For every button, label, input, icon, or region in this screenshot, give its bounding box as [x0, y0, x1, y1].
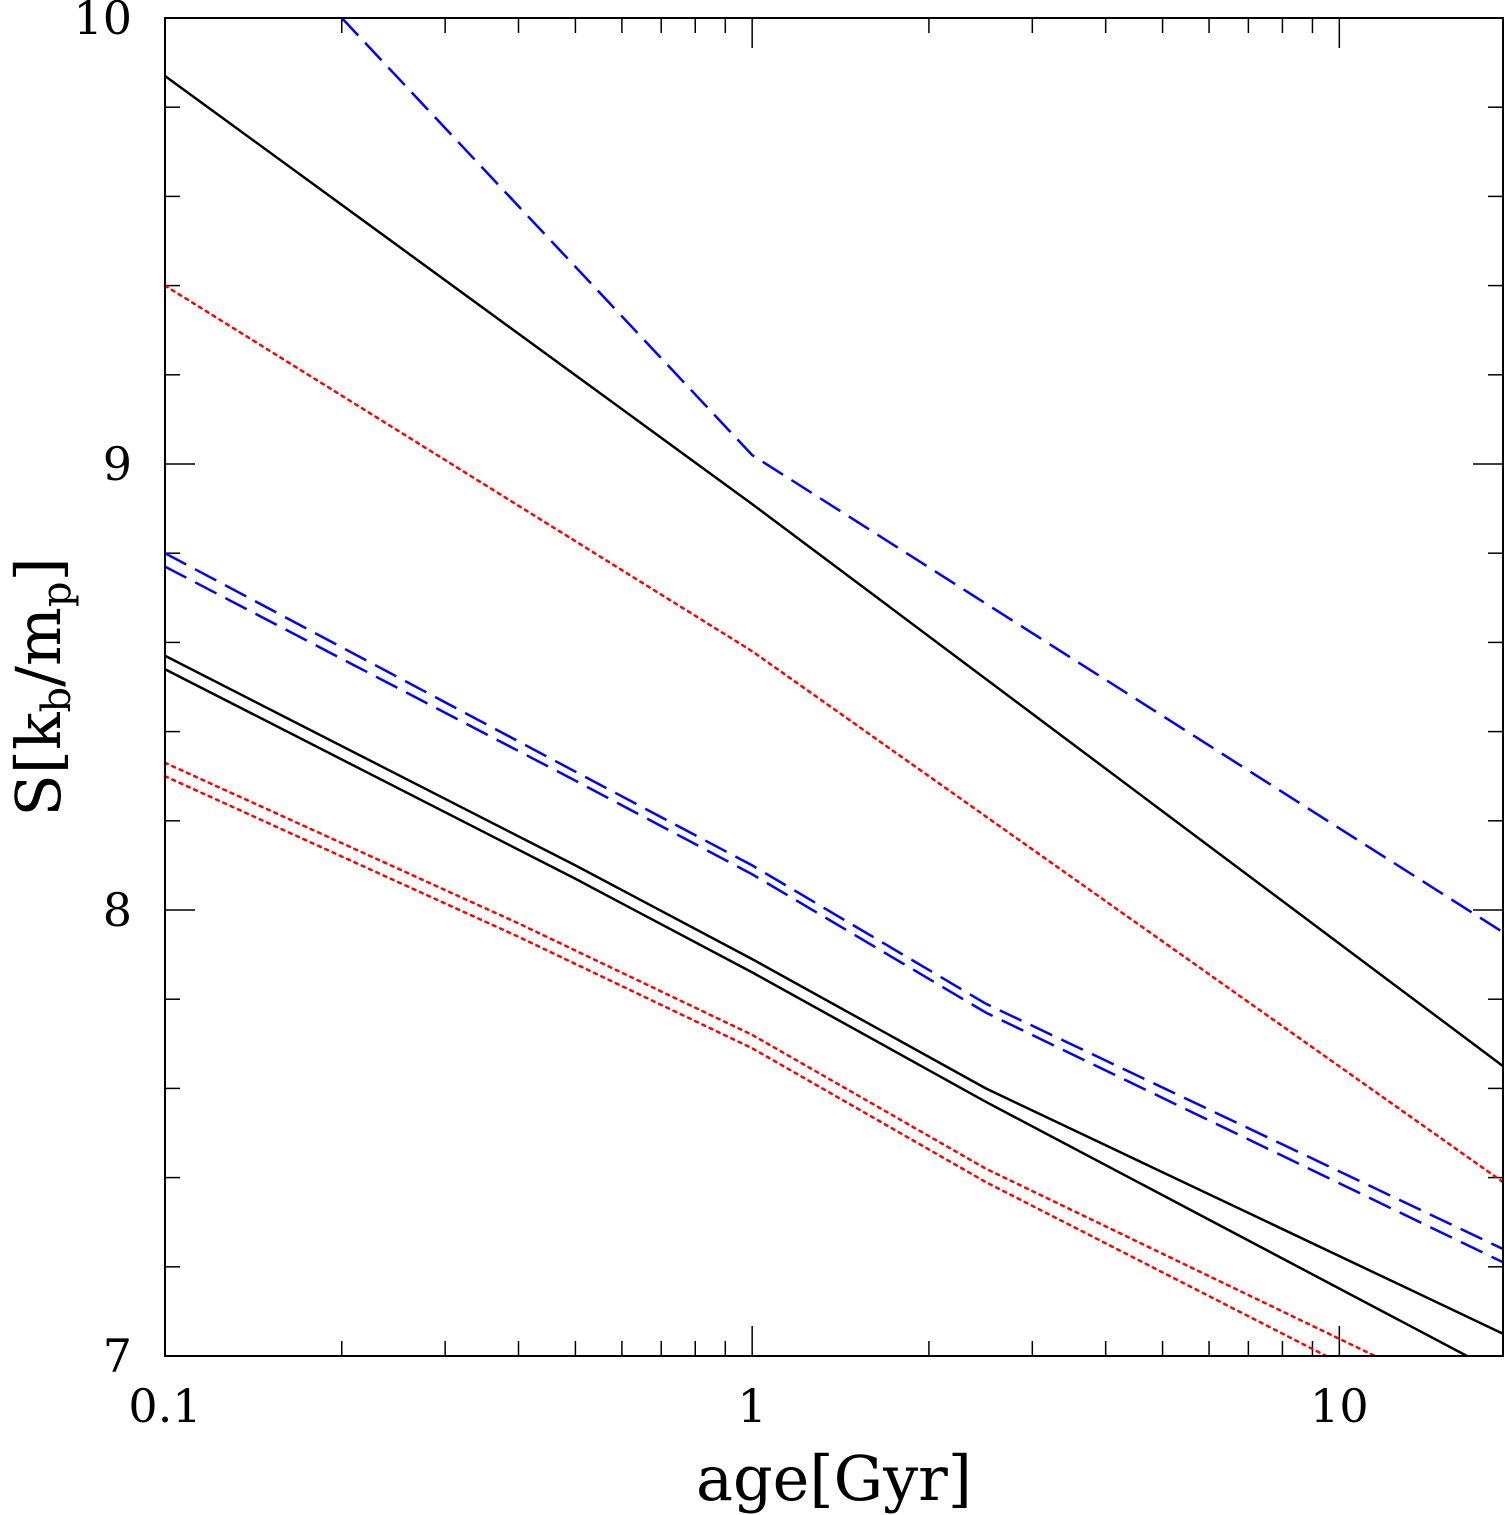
plot-frame	[164, 17, 1504, 1357]
y-axis-title: S[kb/mp]	[2, 557, 80, 816]
y-axis-title-sub-p: p	[34, 582, 80, 608]
ticks-layer	[164, 17, 1503, 1357]
series-line-dotted-top	[163, 284, 1505, 1184]
y-tick-label: 10	[73, 0, 132, 45]
series-line-solid-middle-lower	[164, 668, 1468, 1358]
series-line-dashed-middle-lower	[164, 565, 1504, 1264]
series-line-dotted-middle-upper	[163, 761, 1377, 1358]
series-layer	[163, 17, 1505, 1358]
x-tick-label: 10	[1310, 1379, 1369, 1433]
x-axis-title: age[Gyr]	[696, 1442, 972, 1515]
series-line-solid-top	[164, 74, 1504, 1068]
series-line-dotted-middle-lower	[163, 774, 1328, 1358]
y-axis-title-end: ]	[2, 557, 75, 581]
labels-layer: 0.1 1 10 7 8 9 10	[73, 0, 1368, 1433]
y-tick-label: 8	[103, 883, 132, 937]
x-tick-label: 1	[738, 1379, 767, 1433]
series-line-solid-middle-upper	[164, 654, 1504, 1335]
y-tick-label: 7	[103, 1329, 132, 1383]
y-axis-title-sub-b: b	[34, 687, 80, 713]
y-axis-title-mid: /m	[2, 607, 75, 687]
y-axis-title-main: S[k	[2, 712, 75, 817]
series-line-dashed-top	[340, 17, 1504, 934]
y-tick-label: 9	[103, 437, 132, 491]
series-line-dashed-middle-upper	[164, 552, 1504, 1251]
x-tick-label: 0.1	[128, 1379, 201, 1433]
